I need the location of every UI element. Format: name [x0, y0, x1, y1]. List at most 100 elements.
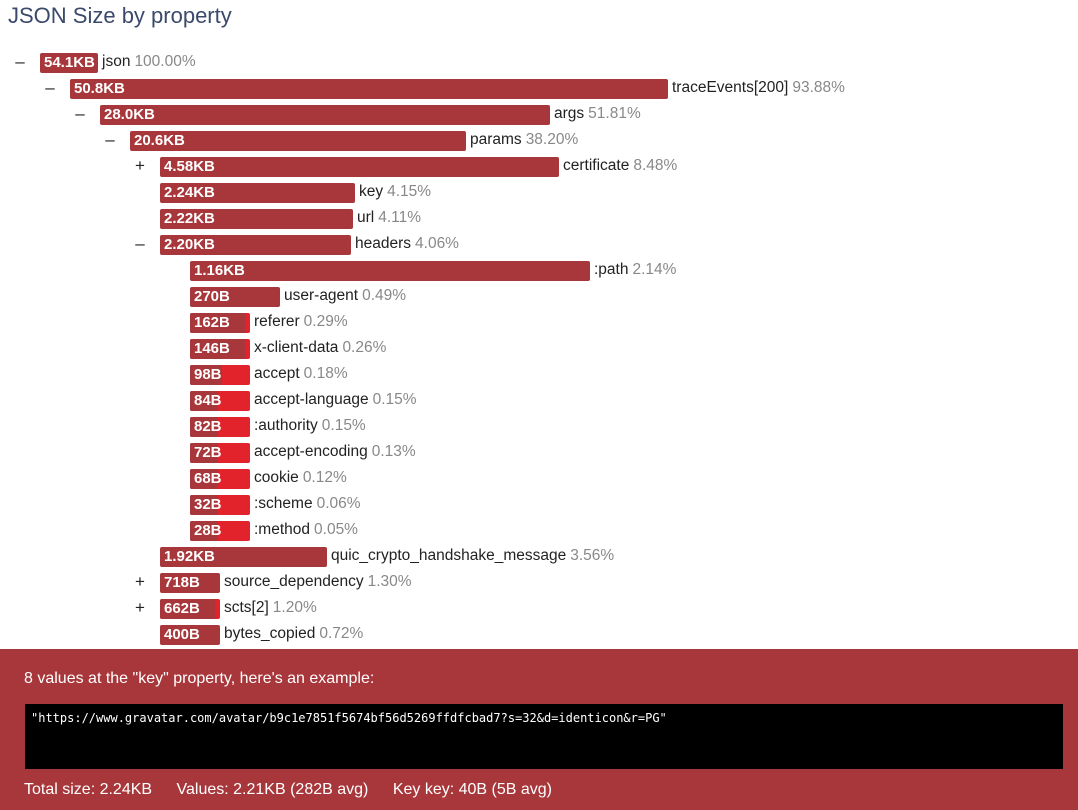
collapse-icon[interactable]: – — [105, 130, 115, 149]
tree-row[interactable]: – 20.6KB params 38.20% — [0, 127, 1078, 153]
property-name[interactable]: accept-language 0.15% — [254, 387, 417, 413]
property-label: json — [102, 53, 131, 70]
size-bar-fill — [160, 599, 215, 619]
size-bar[interactable]: 98B — [190, 365, 250, 385]
property-name[interactable]: cookie 0.12% — [254, 465, 347, 491]
size-bar[interactable]: 4.58KB — [160, 157, 559, 177]
tree-row[interactable]: +718B source_dependency 1.30% — [0, 569, 1078, 595]
tree-row[interactable]: +4.58KB certificate 8.48% — [0, 153, 1078, 179]
values-size: Values: 2.21KB (282B avg) — [176, 781, 369, 798]
property-name[interactable]: args 51.81% — [554, 101, 641, 127]
collapse-icon[interactable]: – — [135, 234, 145, 253]
collapse-icon[interactable]: – — [75, 104, 85, 123]
percent-label: 0.15% — [372, 391, 417, 408]
size-bar[interactable]: 718B — [160, 573, 220, 593]
property-name[interactable]: bytes_copied 0.72% — [224, 621, 363, 647]
property-name[interactable]: accept 0.18% — [254, 361, 348, 387]
size-bar[interactable]: 82B — [190, 417, 250, 437]
collapse-icon[interactable]: – — [45, 78, 55, 97]
percent-label: 1.30% — [367, 573, 412, 590]
size-bar[interactable]: 54.1KB — [40, 53, 98, 73]
size-bar[interactable]: 662B — [160, 599, 220, 619]
property-label: :path — [594, 261, 629, 278]
tree-row[interactable]: – 54.1KB json 100.00% — [0, 49, 1078, 75]
size-bar[interactable]: 2.24KB — [160, 183, 355, 203]
percent-label: 1.20% — [272, 599, 317, 616]
tree-row[interactable]: – 28.0KB args 51.81% — [0, 101, 1078, 127]
property-name[interactable]: headers 4.06% — [355, 231, 459, 257]
property-name[interactable]: traceEvents[200] 93.88% — [672, 75, 845, 101]
size-bar[interactable]: 2.20KB — [160, 235, 351, 255]
property-name[interactable]: :scheme 0.06% — [254, 491, 361, 517]
tree-row[interactable]: 2.22KB url 4.11% — [0, 205, 1078, 231]
percent-label: 38.20% — [525, 131, 579, 148]
property-name[interactable]: params 38.20% — [470, 127, 578, 153]
tree-row[interactable]: 82B:authority 0.15% — [0, 413, 1078, 439]
size-bar[interactable]: 50.8KB — [70, 79, 668, 99]
size-bar[interactable]: 1.16KB — [190, 261, 590, 281]
tree-row[interactable]: +662B scts[2] 1.20% — [0, 595, 1078, 621]
property-name[interactable]: x-client-data 0.26% — [254, 335, 386, 361]
tree-row[interactable]: 68B cookie 0.12% — [0, 465, 1078, 491]
example-value[interactable]: "https://www.gravatar.com/avatar/b9c1e78… — [25, 704, 1063, 769]
expand-icon[interactable]: + — [135, 572, 145, 591]
property-label: key — [359, 183, 384, 200]
property-name[interactable]: :authority 0.15% — [254, 413, 366, 439]
percent-label: 0.15% — [321, 417, 366, 434]
collapse-icon[interactable]: – — [15, 52, 25, 71]
tree-row[interactable]: – 50.8KB traceEvents[200] 93.88% — [0, 75, 1078, 101]
expand-icon[interactable]: + — [135, 156, 145, 175]
tree-row[interactable]: 146B x-client-data 0.26% — [0, 335, 1078, 361]
size-bar-fill — [190, 313, 245, 333]
size-label: 98B — [194, 366, 222, 383]
size-bar[interactable]: 162B — [190, 313, 250, 333]
property-name[interactable]: scts[2] 1.20% — [224, 595, 317, 621]
size-bar[interactable]: 1.92KB — [160, 547, 327, 567]
tree-row[interactable]: 98B accept 0.18% — [0, 361, 1078, 387]
size-bar[interactable]: 20.6KB — [130, 131, 466, 151]
tree-row[interactable]: 400B bytes_copied 0.72% — [0, 621, 1078, 647]
size-label: 28.0KB — [104, 106, 155, 123]
size-bar[interactable]: 400B — [160, 625, 220, 645]
size-bar[interactable]: 68B — [190, 469, 250, 489]
tree-row[interactable]: 1.16KB:path 2.14% — [0, 257, 1078, 283]
size-bar[interactable]: 2.22KB — [160, 209, 353, 229]
size-bar[interactable]: 32B — [190, 495, 250, 515]
tree-row[interactable]: 162B referer 0.29% — [0, 309, 1078, 335]
tree-row[interactable]: 270B user-agent 0.49% — [0, 283, 1078, 309]
property-name[interactable]: source_dependency 1.30% — [224, 569, 412, 595]
property-name[interactable]: json 100.00% — [102, 49, 196, 75]
detail-panel: 8 values at the "key" property, here's a… — [0, 649, 1078, 810]
property-name[interactable]: certificate 8.48% — [563, 153, 677, 179]
property-name[interactable]: :method 0.05% — [254, 517, 358, 543]
tree-row[interactable]: – 2.20KB headers 4.06% — [0, 231, 1078, 257]
tree-row[interactable]: 84B accept-language 0.15% — [0, 387, 1078, 413]
size-bar[interactable]: 270B — [190, 287, 280, 307]
property-name[interactable]: quic_crypto_handshake_message 3.56% — [331, 543, 614, 569]
size-bar[interactable]: 28.0KB — [100, 105, 550, 125]
percent-label: 51.81% — [588, 105, 641, 122]
property-name[interactable]: url 4.11% — [357, 205, 421, 231]
tree-row[interactable]: 72B accept-encoding 0.13% — [0, 439, 1078, 465]
tree-row[interactable]: 2.24KB key 4.15% — [0, 179, 1078, 205]
property-name[interactable]: user-agent 0.49% — [284, 283, 406, 309]
size-bar[interactable]: 146B — [190, 339, 250, 359]
expand-icon[interactable]: + — [135, 598, 145, 617]
property-name[interactable]: :path 2.14% — [594, 257, 676, 283]
detail-stats: Total size: 2.24KB Values: 2.21KB (282B … — [24, 781, 572, 799]
size-label: 2.20KB — [164, 236, 215, 253]
tree-row[interactable]: 28B:method 0.05% — [0, 517, 1078, 543]
property-name[interactable]: key 4.15% — [359, 179, 431, 205]
size-bar[interactable]: 72B — [190, 443, 250, 463]
size-bar[interactable]: 28B — [190, 521, 250, 541]
property-name[interactable]: referer 0.29% — [254, 309, 348, 335]
size-label: 54.1KB — [44, 54, 95, 71]
size-bar[interactable]: 84B — [190, 391, 250, 411]
size-bar-fill — [190, 339, 245, 359]
property-name[interactable]: accept-encoding 0.13% — [254, 439, 416, 465]
percent-label: 8.48% — [633, 157, 678, 174]
size-label: 718B — [164, 574, 200, 591]
property-label: :method — [254, 521, 311, 538]
tree-row[interactable]: 32B:scheme 0.06% — [0, 491, 1078, 517]
tree-row[interactable]: 1.92KB quic_crypto_handshake_message 3.56% — [0, 543, 1078, 569]
